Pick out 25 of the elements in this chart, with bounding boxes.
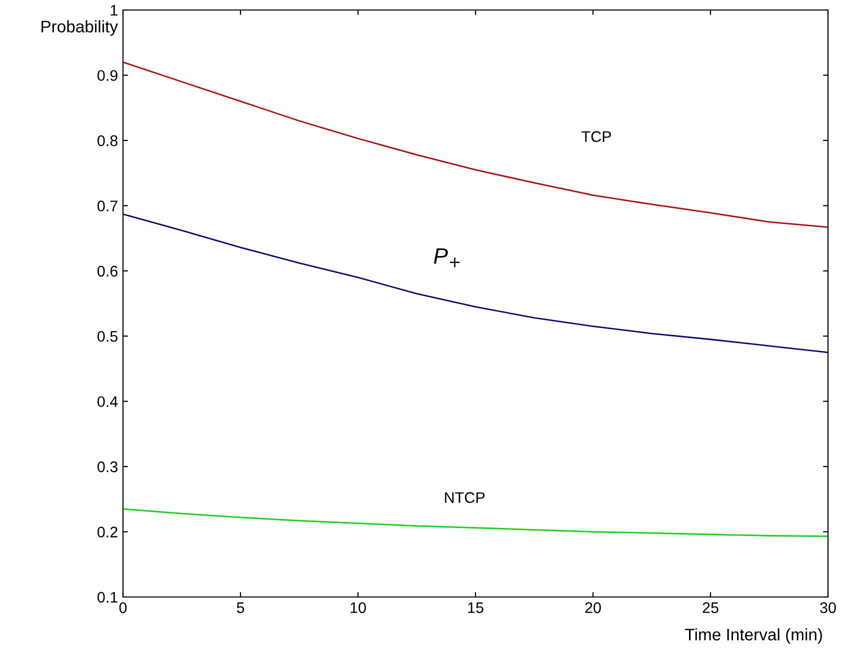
line-series [123,213,828,354]
annotation: P$_{+}$ [434,248,460,268]
y-tick-label: 1 [110,5,118,16]
y-tick-label: 0.2 [98,526,118,538]
annotation: TCP [582,131,611,142]
line-series [123,61,828,228]
y-tick-label: 0.8 [98,135,118,146]
annotation: NTCP [445,492,485,503]
y-tick-label: 0.4 [98,396,118,408]
y-tick-label: 0.1 [98,592,118,603]
y-tick-label: 0.3 [98,461,118,472]
y-tick-label: 0.7 [98,200,118,212]
y-tick-label: 0.6 [98,266,118,277]
y-tick-label: 0.9 [98,70,118,81]
y-tick-label: 0.5 [98,330,118,342]
x-tick-label: 15 [468,602,484,614]
x-tick-label: 30 [820,602,836,614]
x-tick-label: 10 [350,602,366,614]
x-axis-title: Time Interval (min) [685,628,822,644]
x-tick-label: 20 [585,602,601,614]
y-axis-title: Probability [42,20,118,36]
x-tick-label: 25 [702,602,718,614]
x-tick-label: 5 [236,602,244,614]
x-tick-label: 0 [119,602,127,614]
line-series [123,508,828,538]
